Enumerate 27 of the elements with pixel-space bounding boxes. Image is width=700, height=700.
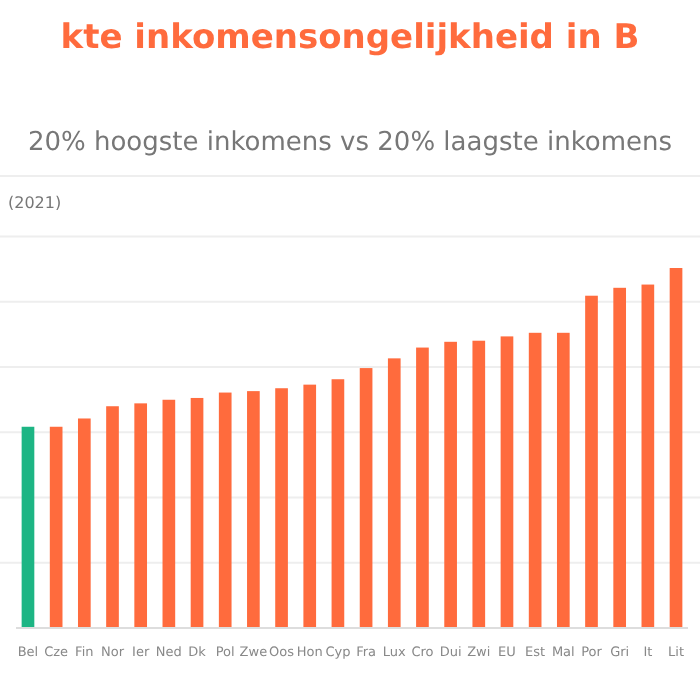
chart-title: kte inkomensongelijkheid in B <box>60 18 640 58</box>
bar <box>106 406 119 628</box>
bar <box>162 399 176 628</box>
bar <box>528 332 542 628</box>
bar <box>331 379 345 628</box>
bar <box>585 295 598 628</box>
bar <box>444 341 457 628</box>
bar <box>21 426 35 628</box>
bar <box>416 347 429 628</box>
bar <box>669 268 683 628</box>
bar <box>218 392 232 628</box>
bar <box>303 384 317 628</box>
bar <box>275 388 288 628</box>
bar <box>190 397 204 628</box>
bar <box>77 418 91 628</box>
bar <box>49 426 63 628</box>
text: (2021) <box>8 194 62 212</box>
bar <box>613 287 627 628</box>
bar <box>359 368 373 628</box>
chart-subtitle: 20% hoogste inkomens vs 20% laagste inkomens <box>27 128 673 158</box>
bar <box>472 340 486 628</box>
bar <box>247 391 260 628</box>
bar <box>387 358 401 628</box>
bar <box>641 284 655 628</box>
bar <box>500 336 514 628</box>
bar <box>134 403 148 628</box>
bar <box>556 332 570 628</box>
